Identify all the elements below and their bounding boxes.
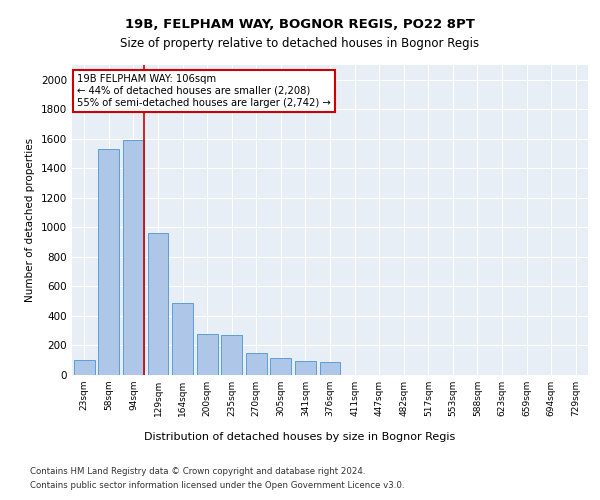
- Bar: [98, 149, 119, 375]
- Bar: [74, 360, 95, 375]
- Text: 19B FELPHAM WAY: 106sqm
← 44% of detached houses are smaller (2,208)
55% of semi: 19B FELPHAM WAY: 106sqm ← 44% of detache…: [77, 74, 331, 108]
- Bar: [295, 361, 316, 375]
- Bar: [246, 353, 267, 375]
- Text: Distribution of detached houses by size in Bognor Regis: Distribution of detached houses by size …: [145, 432, 455, 442]
- Text: Contains HM Land Registry data © Crown copyright and database right 2024.: Contains HM Land Registry data © Crown c…: [30, 468, 365, 476]
- Bar: [320, 362, 340, 375]
- Text: 19B, FELPHAM WAY, BOGNOR REGIS, PO22 8PT: 19B, FELPHAM WAY, BOGNOR REGIS, PO22 8PT: [125, 18, 475, 30]
- Text: Size of property relative to detached houses in Bognor Regis: Size of property relative to detached ho…: [121, 38, 479, 51]
- Bar: [123, 140, 144, 375]
- Text: Contains public sector information licensed under the Open Government Licence v3: Contains public sector information licen…: [30, 481, 404, 490]
- Bar: [271, 358, 292, 375]
- Bar: [172, 302, 193, 375]
- Bar: [221, 335, 242, 375]
- Bar: [148, 234, 169, 375]
- Bar: [197, 334, 218, 375]
- Y-axis label: Number of detached properties: Number of detached properties: [25, 138, 35, 302]
